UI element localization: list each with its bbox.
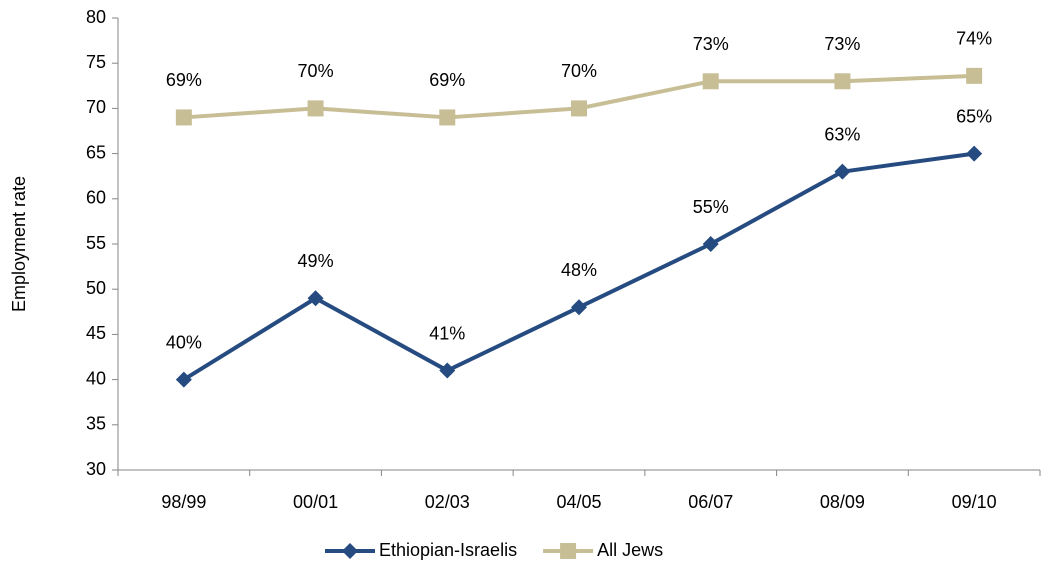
data-label: 41% [429,323,465,343]
data-label: 65% [956,106,992,126]
data-point [702,73,719,90]
x-tick-label: 04/05 [556,492,601,512]
y-tick-label: 75 [86,52,106,72]
data-point [307,290,324,307]
y-tick-label: 50 [86,278,106,298]
x-tick-label: 98/99 [161,492,206,512]
data-label: 70% [561,61,597,81]
y-tick-label: 30 [86,459,106,479]
y-tick-label: 65 [86,142,106,162]
legend-label: All Jews [597,540,663,560]
data-label: 70% [298,61,334,81]
data-label: 74% [956,29,992,49]
data-label: 49% [298,251,334,271]
data-point [571,299,587,316]
data-label: 73% [824,34,860,54]
data-point [439,362,456,379]
y-axis-label: Employment rate [9,176,29,312]
data-point [439,109,456,126]
legend-marker [342,543,358,559]
data-point [966,145,983,162]
data-label: 73% [693,34,729,54]
x-tick-label: 02/03 [425,492,470,512]
x-tick-label: 08/09 [820,492,865,512]
data-label: 69% [429,70,465,90]
data-point [571,100,587,117]
legend-label: Ethiopian-Israelis [379,540,517,560]
legend-marker [560,543,577,559]
data-point [834,163,851,180]
x-tick-label: 00/01 [293,492,338,512]
y-tick-label: 70 [86,97,106,117]
data-label: 55% [693,197,729,217]
y-tick-label: 40 [86,368,106,388]
data-point [307,100,324,117]
data-point [175,109,192,126]
data-point [834,73,851,90]
data-label: 48% [561,260,597,280]
data-label: 69% [166,70,202,90]
x-tick-label: 09/10 [952,492,997,512]
data-point [702,236,719,252]
data-label: 40% [166,332,202,352]
x-tick-label: 06/07 [688,492,733,512]
y-tick-label: 35 [86,414,106,434]
data-point [175,371,192,388]
y-tick-label: 60 [86,188,106,208]
y-tick-label: 80 [86,7,106,27]
y-tick-label: 55 [86,233,106,253]
data-label: 63% [824,124,860,144]
data-point [966,67,983,84]
y-tick-label: 45 [86,323,106,343]
